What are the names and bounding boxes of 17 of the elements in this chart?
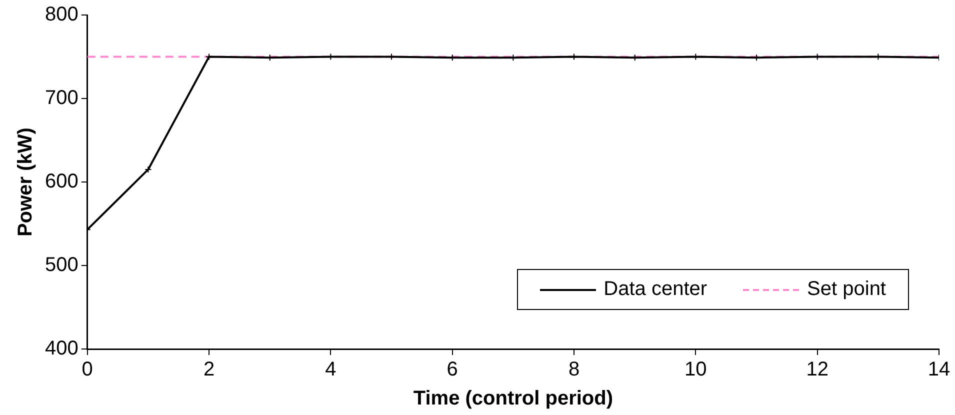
x-tick-label: 2 <box>203 358 215 381</box>
x-tick-label: 6 <box>446 358 458 381</box>
x-tick-label: 10 <box>684 358 707 381</box>
x-tick-label: 0 <box>82 358 93 381</box>
legend-label: Data center <box>604 278 708 301</box>
y-tick-label: 500 <box>44 254 78 276</box>
x-tick-label: 8 <box>568 358 580 381</box>
x-tick-label: 12 <box>806 358 828 381</box>
y-tick-label: 700 <box>44 87 78 110</box>
y-axis-title: Power (kW) <box>14 128 37 236</box>
x-tick-label: 4 <box>325 358 336 381</box>
y-tick-label: 600 <box>44 170 78 193</box>
y-tick-label: 400 <box>44 338 78 360</box>
x-axis-title: Time (control period) <box>413 388 614 410</box>
legend-label: Set point <box>807 278 886 301</box>
y-tick-label: 800 <box>44 4 78 26</box>
x-tick-label: 14 <box>928 358 950 381</box>
